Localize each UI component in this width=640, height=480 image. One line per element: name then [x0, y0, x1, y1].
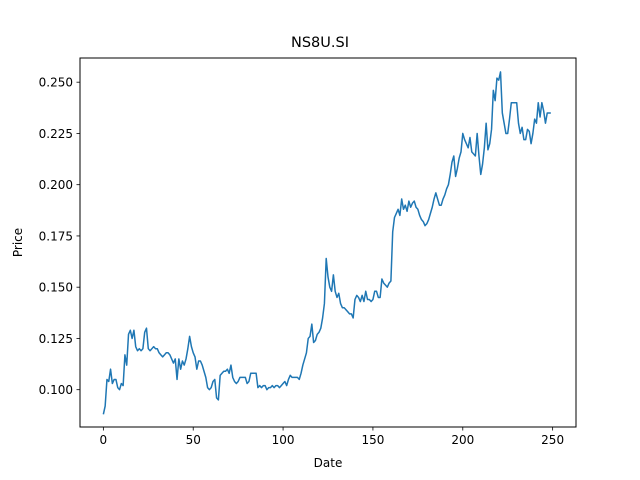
series-line-0	[102, 71, 551, 415]
x-tick-label: 250	[541, 433, 564, 447]
y-tick-label: 0.225	[39, 127, 73, 141]
x-tick-label: 50	[186, 433, 201, 447]
x-tick-label: 200	[451, 433, 474, 447]
y-tick-label: 0.250	[39, 76, 73, 90]
x-axis-ticks: 0 50 100 150 200 250	[100, 427, 564, 447]
chart-title: NS8U.SI	[291, 35, 349, 51]
y-tick-label: 0.100	[39, 383, 73, 397]
y-tick-label: 0.150	[39, 281, 73, 295]
x-tick-label: 0	[100, 433, 108, 447]
y-axis-label: Price	[11, 228, 25, 257]
plot-area	[102, 71, 551, 415]
y-tick-label: 0.200	[39, 178, 73, 192]
axes-frame	[79, 57, 577, 428]
x-tick-label: 150	[361, 433, 384, 447]
y-tick-label: 0.175	[39, 229, 73, 243]
x-tick-label: 100	[272, 433, 295, 447]
x-axis-label: Date	[314, 456, 343, 470]
y-axis-ticks: 0.100 0.125 0.150 0.175 0.200 0.225 0.250	[39, 76, 80, 397]
y-tick-label: 0.125	[39, 332, 73, 346]
